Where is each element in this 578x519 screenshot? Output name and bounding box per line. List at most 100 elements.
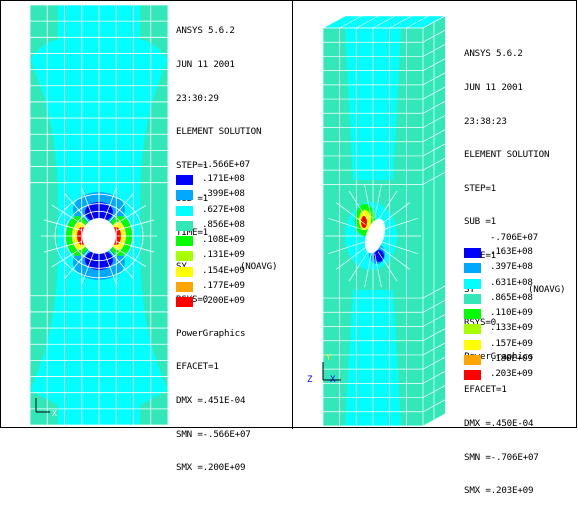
legend-value: .154E+09	[202, 264, 245, 276]
legend-swatch	[464, 278, 481, 289]
coordinate-triad	[322, 362, 341, 381]
legend-row: .110E+09	[464, 307, 574, 322]
legend-swatch	[176, 266, 193, 277]
triad-y-label: Y	[326, 353, 331, 362]
right-contour-plot: Z X Y	[307, 15, 446, 427]
info-step: STEP=1	[464, 182, 496, 194]
legend-value: .397E+08	[490, 261, 533, 273]
info-dmx: DMX =.450E-04	[464, 417, 534, 429]
legend-row: .163E+08	[464, 246, 574, 261]
triad-x-label: X	[52, 409, 57, 418]
info-line: JUN 11 2001	[464, 82, 523, 93]
info-step: STEP=1	[176, 159, 208, 171]
legend-row: .631E+08	[464, 277, 574, 292]
info-line: ELEMENT SOLUTION	[464, 149, 550, 161]
legend-min-value: -.566E+07	[202, 159, 250, 170]
legend-value: .108E+09	[202, 234, 245, 246]
legend-swatch	[176, 175, 193, 185]
legend-row: .177E+09	[176, 280, 286, 295]
window-frame	[0, 0, 577, 428]
info-sub: SUB =1	[464, 216, 496, 228]
left-legend: -.566E+07 .171E+08 .399E+08 .627E+08 .856E+…	[176, 159, 286, 311]
legend-row: .200E+09	[176, 295, 286, 310]
coordinate-triad	[35, 398, 50, 413]
info-line: JUN 11 2001	[176, 59, 235, 70]
legend-swatch	[464, 293, 481, 304]
info-line: ELEMENT SOLUTION	[176, 126, 262, 138]
legend-value: .865E+08	[490, 291, 533, 303]
legend-swatch	[176, 190, 193, 201]
legend-row: .203E+09	[464, 368, 574, 383]
right-viewport[interactable]: Z X Y ANSYS 5.6.2 JUN 11 2001 23:38:23 E…	[293, 0, 578, 496]
legend-swatch	[176, 297, 193, 308]
legend-value: .180E+09	[490, 353, 533, 365]
legend-swatch	[176, 282, 193, 293]
legend-swatch	[176, 251, 193, 262]
legend-row: .154E+09	[176, 265, 286, 280]
legend-swatch	[464, 339, 481, 350]
left-contour-plot: X	[29, 4, 169, 426]
right-legend: -.706E+07 .163E+08 .397E+08 .631E+08 .865E+…	[464, 232, 574, 384]
legend-value: .177E+09	[202, 280, 245, 292]
legend-swatch	[464, 370, 481, 381]
legend-value: .399E+08	[202, 188, 245, 200]
info-smn: SMN =-.566E+07	[176, 428, 251, 440]
legend-row: .865E+08	[464, 292, 574, 307]
info-dmx: DMX =.451E-04	[176, 394, 246, 406]
legend-value: .856E+08	[202, 218, 245, 230]
legend-swatch	[176, 220, 193, 231]
info-component: SY (NOAVG)	[176, 260, 278, 272]
legend-row: .171E+08	[176, 173, 286, 188]
legend-min-value: -.706E+07	[490, 232, 538, 243]
info-line: 23:30:29	[176, 92, 219, 104]
info-component: SY (NOAVG)	[464, 283, 566, 295]
legend-value: .631E+08	[490, 276, 533, 288]
info-line: ANSYS 5.6.2	[464, 48, 523, 60]
legend-value: .203E+09	[490, 368, 533, 380]
legend-swatch	[464, 355, 481, 366]
triad-x-label: X	[330, 375, 336, 385]
mesh-grid	[322, 15, 446, 427]
legend-row: .399E+08	[176, 188, 286, 203]
legend-swatch	[176, 205, 193, 216]
legend-value: .171E+08	[202, 173, 245, 184]
legend-row: .180E+09	[464, 353, 574, 368]
legend-row: .108E+09	[176, 234, 286, 249]
info-time: TIME=1	[176, 226, 208, 238]
legend-value: .110E+09	[490, 307, 533, 319]
legend-row: .157E+09	[464, 338, 574, 353]
legend-row: .397E+08	[464, 261, 574, 276]
legend-value: .131E+09	[202, 249, 245, 261]
legend-swatch	[176, 236, 193, 247]
legend-row: .133E+09	[464, 322, 574, 337]
info-line: ANSYS 5.6.2	[176, 25, 235, 37]
legend-row: .856E+08	[176, 219, 286, 234]
legend-swatch	[464, 263, 481, 274]
triad-z-label: Z	[307, 375, 313, 385]
mesh-grid	[29, 4, 169, 426]
legend-row: .627E+08	[176, 204, 286, 219]
info-graphics: PowerGraphics	[176, 327, 246, 339]
legend-value: .133E+09	[490, 322, 533, 334]
info-rsys: RSYS=0	[464, 317, 496, 329]
contour-band-right	[140, 60, 168, 390]
legend-swatch	[464, 309, 481, 320]
info-graphics: PowerGraphics	[464, 350, 534, 362]
legend-row: .131E+09	[176, 249, 286, 264]
contour-band-left	[30, 60, 58, 390]
viewport-divider	[292, 0, 293, 429]
info-efacet: EFACET=1	[464, 384, 507, 396]
info-smx: SMX =.200E+09	[176, 462, 246, 474]
legend-value: .200E+09	[202, 295, 245, 307]
info-smn: SMN =-.706E+07	[464, 451, 539, 463]
info-line: 23:38:23	[464, 115, 507, 127]
legend-swatch	[464, 324, 481, 335]
left-viewport[interactable]: X ANSYS 5.6.2 JUN 11 2001 23:30:29 ELEME…	[0, 0, 292, 473]
legend-value: .627E+08	[202, 203, 245, 215]
hole	[364, 218, 386, 254]
legend-value: .163E+08	[490, 246, 533, 257]
legend-swatch	[464, 248, 481, 258]
info-smx: SMX =.203E+09	[464, 485, 534, 497]
info-efacet: EFACET=1	[176, 361, 219, 373]
legend-value: .157E+09	[490, 337, 533, 349]
